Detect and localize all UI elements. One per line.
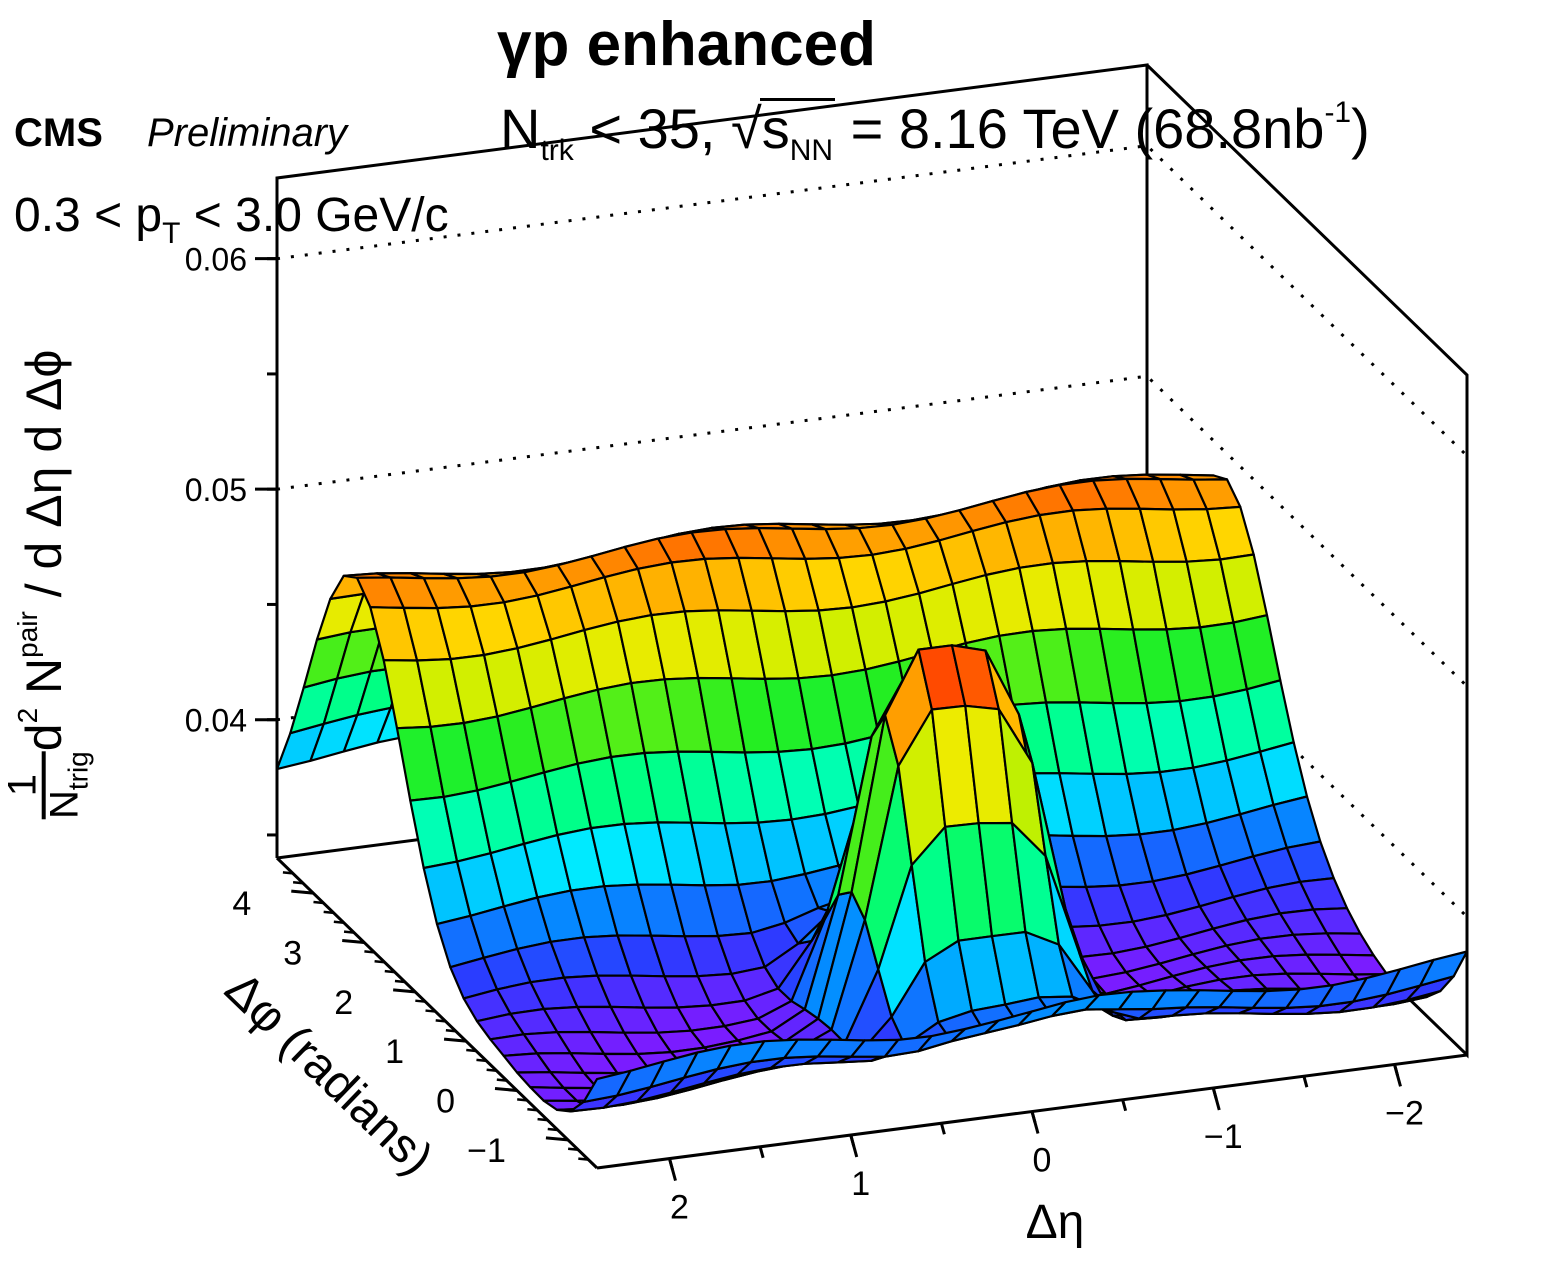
- y-minor-tick: [537, 1117, 548, 1122]
- y-minor-tick: [506, 1088, 518, 1092]
- y-minor-tick: [323, 910, 334, 915]
- x-minor-tick: [1121, 1099, 1128, 1112]
- y-minor-tick: [292, 881, 304, 885]
- x-tick-label-2: 0: [1033, 1142, 1052, 1180]
- y-minor-tick: [354, 940, 365, 944]
- y-minor-tick: [578, 1157, 589, 1161]
- z-tick-label-1: 0.05: [185, 472, 247, 508]
- z-axis-label: 1 Ntrigd2 Npair / d Δη d Δϕ: [1, 224, 94, 944]
- x-minor-tick: [758, 1146, 765, 1159]
- y-tick-label-4: 3: [283, 934, 302, 972]
- z-axis-rest: / d Δη d Δϕ: [16, 349, 73, 612]
- pt-sub: T: [162, 217, 181, 250]
- y-minor-tick: [567, 1147, 579, 1151]
- z-axis-numerator: 1: [1, 751, 46, 820]
- y-minor-tick: [486, 1068, 497, 1073]
- z-axis-d: d: [16, 723, 73, 752]
- experiment-label: CMS: [14, 111, 103, 155]
- y-minor-tick: [496, 1078, 507, 1082]
- x-minor-tick: [939, 1122, 946, 1135]
- surface-cell: [1419, 950, 1469, 987]
- z-gridline-2: [276, 144, 1469, 457]
- ntrk-rest: < 35,: [573, 97, 732, 160]
- x-tick-label-1: 1: [851, 1165, 870, 1203]
- lumi-exponent: -1: [1324, 96, 1352, 129]
- x-tick-label-4: −2: [1385, 1094, 1424, 1132]
- y-minor-tick: [303, 890, 314, 895]
- sqrt-arg: sNN: [759, 97, 836, 167]
- x-minor-tick: [668, 1158, 674, 1170]
- x-tick-label-0: 2: [670, 1189, 689, 1227]
- z-axis-den: N: [42, 790, 87, 820]
- z-tick-label-2: 0.06: [185, 242, 247, 278]
- sqrt-symbol: √: [731, 97, 762, 160]
- y-minor-tick: [547, 1127, 558, 1132]
- chart-title: γp enhanced: [497, 10, 876, 79]
- y-minor-tick: [425, 1009, 436, 1013]
- s-var: s: [761, 97, 790, 160]
- y-minor-tick: [466, 1048, 477, 1053]
- y-minor-tick: [476, 1058, 487, 1063]
- y-minor-tick: [405, 989, 416, 994]
- z-axis-n: N: [16, 657, 73, 708]
- y-axis-line: [275, 856, 599, 1170]
- x-minor-tick: [849, 1134, 856, 1147]
- y-axis-label: Δφ (radians): [215, 962, 443, 1185]
- status-label: Preliminary: [147, 111, 348, 155]
- x-axis-label: Δη: [1026, 1196, 1085, 1249]
- y-minor-tick: [527, 1107, 538, 1112]
- x-minor-tick: [1302, 1075, 1309, 1088]
- y-minor-tick: [343, 930, 355, 934]
- z-tick-label-0: 0.04: [185, 703, 247, 739]
- x-minor-tick: [1393, 1064, 1399, 1076]
- y-minor-tick: [557, 1137, 569, 1142]
- y-minor-tick: [364, 950, 375, 954]
- y-tick-label-2: 1: [385, 1033, 404, 1071]
- z-axis-den-sub: trig: [62, 751, 94, 791]
- y-minor-tick: [374, 959, 385, 964]
- y-tick-label-5: 4: [232, 885, 251, 923]
- ntrk-var: N: [500, 97, 541, 160]
- y-minor-tick: [313, 900, 324, 905]
- s-sub: NN: [789, 134, 834, 167]
- y-minor-tick: [333, 920, 344, 924]
- x-tick-label-3: −1: [1204, 1118, 1243, 1156]
- y-tick-label-0: −1: [467, 1132, 506, 1170]
- z-axis-n-exp: pair: [12, 611, 44, 658]
- y-tick-label-3: 2: [334, 984, 353, 1022]
- y-minor-tick: [394, 979, 406, 984]
- surface-mesh: [275, 473, 1469, 1113]
- y-minor-tick: [455, 1038, 467, 1043]
- y-minor-tick: [517, 1098, 528, 1102]
- x-minor-tick: [1211, 1087, 1218, 1100]
- y-minor-tick: [384, 969, 395, 974]
- pt-post: < 3.0 GeV/c: [180, 189, 449, 242]
- selection-label: Ntrk < 35, √sNN = 8.16 TeV (68.8nb-1): [500, 98, 1370, 166]
- z-axis-d-exp: 2: [12, 707, 44, 724]
- y-minor-tick: [445, 1029, 457, 1033]
- z-axis-fraction: 1 Ntrig: [1, 751, 94, 820]
- y-minor-tick: [415, 999, 426, 1003]
- energy-text: = 8.16 TeV (68.8nb: [835, 97, 1325, 160]
- x-minor-tick: [1030, 1111, 1037, 1123]
- pt-range-label: 0.3 < pT < 3.0 GeV/c: [14, 192, 449, 249]
- y-minor-tick: [435, 1019, 446, 1023]
- ntrk-sub: trk: [540, 134, 574, 167]
- pt-pre: 0.3 < p: [14, 189, 163, 242]
- lumi-close: ): [1351, 97, 1370, 160]
- y-tick-label-1: 0: [436, 1083, 455, 1121]
- y-minor-tick: [282, 871, 294, 875]
